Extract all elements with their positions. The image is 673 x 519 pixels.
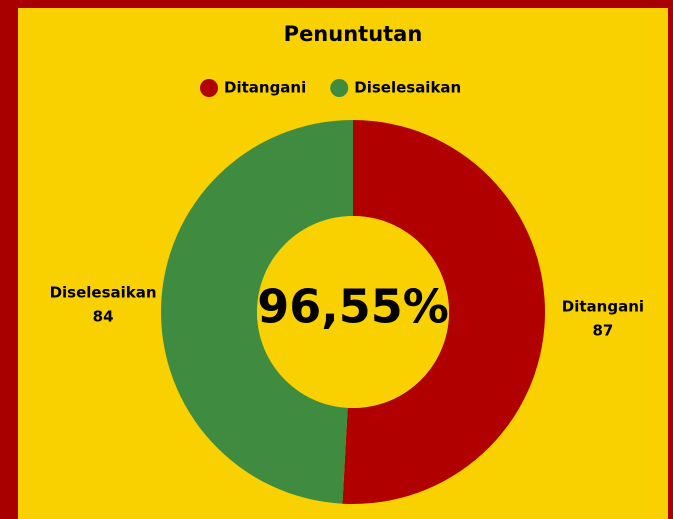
legend-swatch <box>330 79 349 97</box>
donut-slice <box>342 120 545 504</box>
chart-title: Penuntutan <box>284 22 423 46</box>
legend-label: Diselesaikan <box>354 79 461 97</box>
donut-slice <box>160 120 353 504</box>
slice-label: Diselesaikan <box>50 284 157 302</box>
slice-label: Ditangani <box>562 297 644 315</box>
slice-value: 84 <box>93 308 114 326</box>
legend-label: Ditangani <box>224 79 306 97</box>
donut-hole <box>257 216 449 408</box>
slice-value: 87 <box>592 321 613 339</box>
center-label: 96,55% <box>257 280 449 334</box>
legend-swatch <box>200 79 218 97</box>
